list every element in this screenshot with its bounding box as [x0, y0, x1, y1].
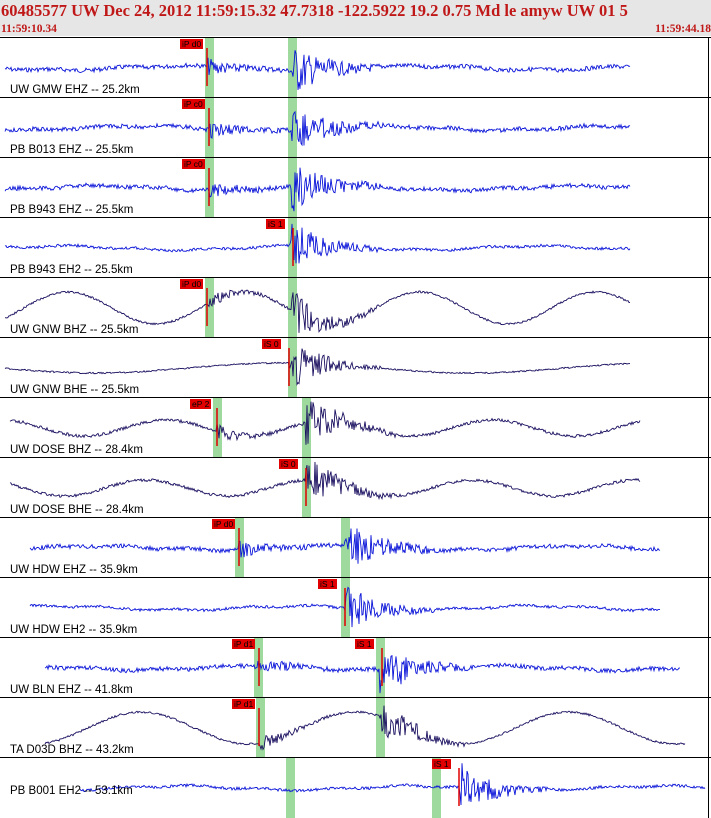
trace-panel[interactable]: iS 0 UW DOSE BHE -- 28.4km	[0, 457, 711, 518]
trace-panel[interactable]: iP d1 iS 1 UW BLN EHZ -- 41.8km	[0, 637, 711, 698]
pick-label[interactable]: iP d0	[180, 39, 204, 49]
station-label: UW GNW BHZ -- 25.5km	[10, 324, 139, 336]
trace-panel[interactable]: iS 1 PB B001 EH2 -- 53.1km	[0, 757, 711, 818]
station-label: UW DOSE BHZ -- 28.4km	[10, 444, 143, 456]
station-label: UW GMW EHZ -- 25.2km	[10, 84, 140, 96]
waveform-plot	[4, 98, 631, 158]
time-window-marker	[376, 638, 385, 698]
trace-panel[interactable]: iP d0 UW GMW EHZ -- 25.2km	[0, 37, 711, 98]
trace-panel[interactable]: iS 1 PB B943 EH2 -- 25.5km	[0, 217, 711, 278]
station-label: PB B013 EHZ -- 25.5km	[10, 144, 134, 156]
pick-label[interactable]: iS 1	[355, 639, 374, 649]
station-label: PB B001 EH2 -- 53.1km	[10, 785, 133, 797]
start-time-label: 11:59:10.34	[1, 23, 57, 35]
time-window-marker	[286, 758, 295, 818]
waveform-plot	[29, 578, 661, 638]
right-border	[708, 37, 709, 818]
waveform-trace	[9, 401, 641, 445]
trace-panel[interactable]: iP d0 UW GNW BHZ -- 25.5km	[0, 277, 711, 338]
waveform-plot	[4, 158, 631, 218]
trace-panel[interactable]: iP d1 TA D03D BHZ -- 43.2km	[0, 697, 711, 758]
waveform-plot	[79, 758, 706, 818]
pick-label[interactable]: iP c0	[182, 99, 205, 109]
waveform-plot	[29, 518, 661, 578]
trace-panel[interactable]: iS 0 UW GNW BHE -- 25.5km	[0, 337, 711, 398]
station-label: TA D03D BHZ -- 43.2km	[10, 744, 134, 756]
waveform-trace	[44, 654, 681, 694]
waveform-plot	[4, 278, 631, 338]
waveform-trace	[79, 763, 706, 806]
trace-panel[interactable]: iP c0 PB B943 EHZ -- 25.5km	[0, 157, 711, 218]
waveform-plot	[9, 398, 641, 458]
waveform-trace	[4, 223, 631, 264]
pick-label[interactable]: eP 2	[190, 399, 212, 409]
header-bar: 60485577 UW Dec 24, 2012 11:59:15.32 47.…	[0, 0, 711, 36]
waveform-plot	[44, 698, 686, 758]
waveform-trace	[4, 167, 631, 212]
waveform-trace	[4, 110, 631, 147]
waveform-plot	[4, 338, 631, 398]
pick-label[interactable]: iS 1	[266, 219, 285, 229]
pick-label[interactable]: iP d1	[232, 639, 256, 649]
trace-panel[interactable]: iP c0 PB B013 EHZ -- 25.5km	[0, 97, 711, 158]
pick-label[interactable]: iP d0	[212, 519, 236, 529]
seismogram-panels: iP d0 UW GMW EHZ -- 25.2km iP c0 PB B013 EH…	[0, 37, 711, 818]
time-window-marker	[288, 158, 297, 218]
waveform-trace	[44, 705, 686, 751]
station-label: UW HDW EHZ -- 35.9km	[10, 564, 138, 576]
waveform-plot	[44, 638, 681, 698]
station-label: UW HDW EH2 -- 35.9km	[10, 624, 138, 636]
station-label: UW GNW BHE -- 25.5km	[10, 384, 140, 396]
pick-label[interactable]: iS 0	[262, 339, 281, 349]
waveform-trace	[4, 289, 631, 333]
waveform-plot	[4, 38, 631, 98]
trace-panel[interactable]: iP d0 UW HDW EHZ -- 35.9km	[0, 517, 711, 578]
pick-label[interactable]: iS 1	[318, 579, 337, 589]
time-window-marker	[288, 38, 297, 98]
waveform-trace	[9, 461, 641, 501]
time-window-marker	[288, 278, 297, 338]
time-window-marker	[432, 758, 441, 818]
time-window-marker	[376, 698, 385, 758]
pick-label[interactable]: iP d0	[180, 279, 204, 289]
pick-label[interactable]: iS 1	[432, 759, 451, 769]
waveform-trace	[4, 50, 631, 90]
waveform-plot	[9, 458, 641, 518]
end-time-label: 11:59:44.18	[655, 23, 711, 35]
trace-panel[interactable]: iS 1 UW HDW EH2 -- 35.9km	[0, 577, 711, 638]
pick-label[interactable]: iP c0	[182, 159, 205, 169]
station-label: PB B943 EHZ -- 25.5km	[10, 204, 134, 216]
pick-label[interactable]: iP d1	[232, 699, 256, 709]
waveform-trace	[4, 348, 631, 386]
waveform-plot	[4, 218, 631, 278]
station-label: UW DOSE BHE -- 28.4km	[10, 504, 144, 516]
station-label: UW BLN EHZ -- 41.8km	[10, 684, 133, 696]
waveform-trace	[29, 528, 661, 564]
station-label: PB B943 EH2 -- 25.5km	[10, 264, 133, 276]
time-window-marker	[205, 278, 214, 338]
pick-label[interactable]: iS 0	[279, 459, 298, 469]
event-title: 60485577 UW Dec 24, 2012 11:59:15.32 47.…	[1, 1, 628, 20]
time-window-marker	[341, 518, 350, 578]
trace-panel[interactable]: eP 2 UW DOSE BHZ -- 28.4km	[0, 397, 711, 458]
time-window-marker	[256, 698, 265, 758]
